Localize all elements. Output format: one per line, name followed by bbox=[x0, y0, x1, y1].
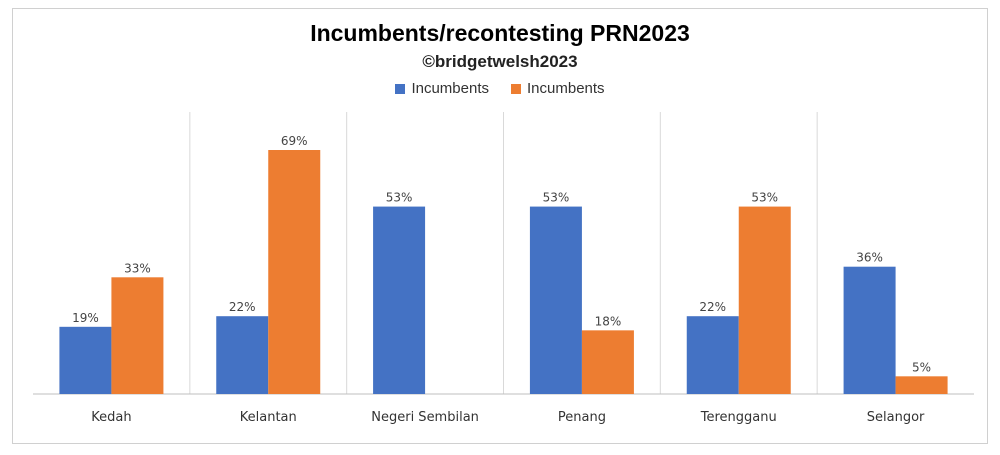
data-label: 22% bbox=[229, 300, 256, 314]
x-tick-label: Kedah bbox=[91, 410, 131, 425]
bar-kedah-series-1 bbox=[59, 326, 112, 394]
data-label: 53% bbox=[751, 191, 778, 205]
bar-kelantan-series-2 bbox=[268, 150, 321, 394]
legend-item-series-2: Incumbents bbox=[511, 80, 605, 97]
x-tick-label: Terengganu bbox=[700, 410, 777, 425]
x-tick-label: Selangor bbox=[867, 410, 925, 425]
bar-kelantan-series-1 bbox=[216, 316, 269, 394]
x-tick-label: Negeri Sembilan bbox=[371, 410, 479, 425]
legend: Incumbents Incumbents bbox=[0, 80, 1000, 97]
data-label: 22% bbox=[699, 300, 726, 314]
legend-swatch-series-2 bbox=[511, 83, 521, 94]
data-label: 53% bbox=[543, 191, 570, 205]
bar-selangor-series-2 bbox=[895, 376, 948, 394]
data-label: 33% bbox=[124, 261, 151, 275]
data-label: 5% bbox=[912, 360, 931, 374]
data-label: 19% bbox=[72, 311, 99, 325]
bar-penang-series-2 bbox=[581, 330, 634, 394]
data-label: 18% bbox=[595, 314, 622, 328]
data-label: 36% bbox=[856, 251, 883, 265]
chart-subtitle: ©bridgetwelsh2023 bbox=[422, 52, 578, 71]
bar-kedah-series-2 bbox=[111, 277, 164, 394]
bar-selangor-series-1 bbox=[843, 266, 896, 394]
data-label: 53% bbox=[386, 191, 413, 205]
data-label: 69% bbox=[281, 134, 308, 148]
x-tick-label: Penang bbox=[558, 410, 606, 425]
legend-item-series-1: Incumbents bbox=[395, 80, 489, 97]
legend-label-series-1: Incumbents bbox=[411, 80, 489, 97]
legend-swatch-series-1 bbox=[395, 83, 406, 94]
bar-terengganu-series-1 bbox=[686, 316, 739, 394]
x-tick-label: Kelantan bbox=[240, 410, 297, 425]
legend-label-series-2: Incumbents bbox=[527, 80, 605, 97]
bar-negeri-sembilan-series-1 bbox=[373, 206, 426, 394]
bar-terengganu-series-2 bbox=[738, 206, 791, 394]
chart-frame bbox=[12, 8, 988, 444]
bar-penang-series-1 bbox=[529, 206, 582, 394]
chart-title: Incumbents/recontesting PRN2023 bbox=[310, 20, 690, 46]
